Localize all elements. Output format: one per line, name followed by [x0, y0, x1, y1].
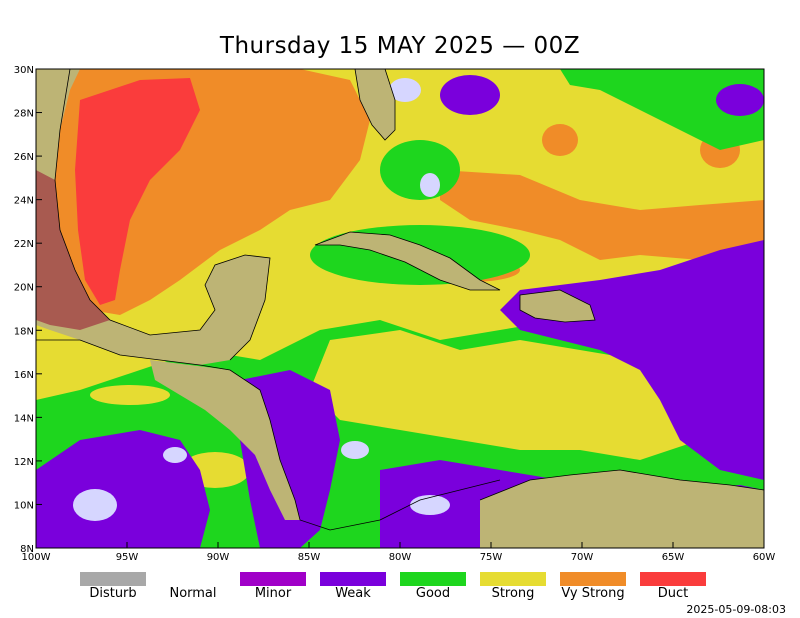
x-tick-label: 65W [662, 552, 685, 563]
legend-label: Disturb [89, 586, 137, 601]
strong-patch-2 [90, 385, 170, 405]
vystrong-region-atlantic [440, 170, 764, 260]
y-tick-label: 16N [14, 370, 34, 381]
good-patch-bahamas [380, 140, 460, 200]
x-tick-label: 60W [753, 552, 776, 563]
y-tick-label: 28N [14, 109, 34, 120]
x-tick-label: 80W [389, 552, 412, 563]
land-cuba [315, 232, 500, 290]
legend-color [560, 572, 626, 586]
legend-color [240, 572, 306, 586]
y-tick-label: 20N [14, 283, 34, 294]
legend-swatch-minor [240, 572, 306, 586]
coastline-south-america [479, 469, 764, 501]
legend-swatch-vy-strong [560, 572, 626, 586]
normal-patch-3 [341, 441, 369, 459]
normal-patch-7 [389, 78, 421, 102]
y-tick-label: 26N [14, 152, 34, 163]
y-tick-label: 10N [14, 500, 34, 511]
x-tick-label: 85W [298, 552, 321, 563]
legend-swatch-strong [480, 572, 546, 586]
legend-swatch-disturb [80, 572, 146, 586]
legend-label: Duct [657, 586, 689, 601]
legend-color [80, 572, 146, 586]
legend-label: Vy Strong [561, 586, 625, 601]
x-tick-label: 100W [22, 552, 51, 563]
coastline-cuba [314, 231, 501, 291]
duct-region [75, 78, 200, 305]
weak-patch-north [440, 75, 500, 115]
land-mexico-highlands [36, 170, 110, 330]
legend-swatch-normal [160, 572, 226, 586]
axis-ticks: 100W 95W 90W 85W 80W 75W 70W 65W 60W 30N 28N 26N 24N… [14, 65, 776, 563]
normal-patch-2 [163, 447, 187, 463]
y-tick-label: 14N [14, 413, 34, 424]
land-hispaniola [520, 290, 595, 322]
x-tick-label: 95W [116, 552, 139, 563]
y-tick-label: 12N [14, 457, 34, 468]
legend-color [480, 572, 546, 586]
normal-patch-1 [73, 489, 117, 521]
coastline-central-america [36, 339, 501, 531]
y-tick-label: 22N [14, 239, 34, 250]
coastline-florida [354, 69, 396, 141]
x-tick-label: 70W [571, 552, 594, 563]
land-mexico [36, 69, 270, 365]
vystrong-patch-4 [208, 210, 252, 230]
x-tick-label: 75W [480, 552, 503, 563]
strong-region-caribbean [310, 330, 700, 460]
vystrong-patch-5 [542, 124, 578, 156]
coastline-hispaniola [519, 289, 596, 323]
normal-patch-6 [420, 173, 440, 197]
legend-color [640, 572, 706, 586]
legend-color [400, 572, 466, 586]
legend-label: Minor [254, 586, 292, 601]
legend-label: Good [415, 586, 451, 601]
legend-label: Weak [335, 586, 371, 601]
legend-label: Strong [491, 586, 535, 601]
land-florida [355, 69, 395, 140]
legend-swatch-weak [320, 572, 386, 586]
coastline-gulf [54, 69, 271, 361]
legend-color [160, 572, 226, 586]
x-tick-label: 90W [207, 552, 230, 563]
land-south-america [480, 470, 764, 548]
normal-patch-4 [410, 495, 450, 515]
y-tick-label: 24N [14, 196, 34, 207]
legend-label: Normal [169, 586, 217, 601]
legend-swatch-good [400, 572, 466, 586]
y-tick-label: 8N [20, 544, 34, 555]
good-region-north [560, 69, 764, 150]
legend-color [320, 572, 386, 586]
y-tick-label: 18N [14, 326, 34, 337]
map-title: Thursday 15 MAY 2025 — 00Z [219, 33, 581, 59]
legend-swatch-duct [640, 572, 706, 586]
y-tick-label: 30N [14, 65, 34, 76]
land-central-america [150, 360, 300, 520]
timestamp: 2025-05-09-08:03 [686, 603, 786, 616]
weak-patch-ne [716, 84, 764, 116]
